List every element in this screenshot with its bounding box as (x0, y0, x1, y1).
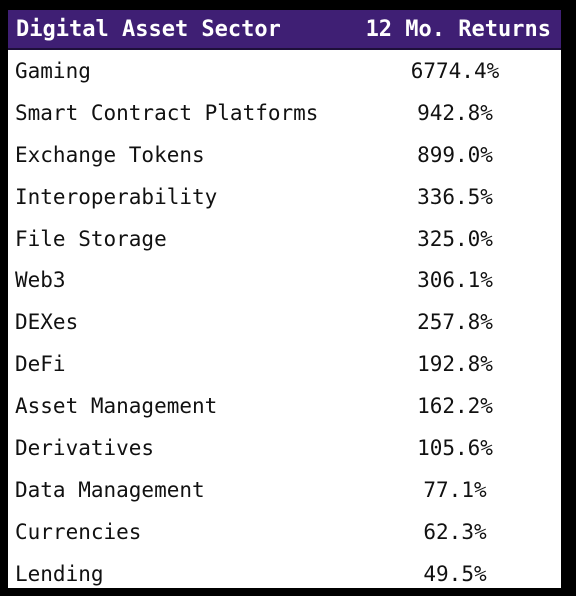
table-row: Asset Management 162.2% (8, 385, 561, 427)
table-row: DEXes 257.8% (8, 301, 561, 343)
sector-return: 77.1% (423, 477, 487, 502)
sector-return: 6774.4% (410, 58, 500, 83)
table-row: Exchange Tokens 899.0% (8, 134, 561, 176)
table-body: Gaming 6774.4% Smart Contract Platforms 942… (8, 50, 561, 588)
table-row: Derivatives 105.6% (8, 427, 561, 469)
sector-name: Data Management (15, 477, 205, 502)
sector-name: DeFi (15, 352, 66, 377)
table-row: File Storage 325.0% (8, 218, 561, 260)
header-returns: 12 Mo. Returns (365, 16, 551, 42)
returns-table: Digital Asset Sector 12 Mo. Returns Gami… (6, 8, 563, 590)
sector-return: 49.5% (423, 561, 487, 586)
sector-name: Lending (15, 561, 104, 586)
sector-return: 899.0% (417, 142, 493, 167)
table-row: Smart Contract Platforms 942.8% (8, 92, 561, 134)
sector-name: Derivatives (15, 435, 155, 460)
sector-return: 336.5% (417, 184, 493, 209)
sector-name: Interoperability (15, 184, 218, 209)
sector-name: Gaming (15, 58, 91, 83)
sector-name: Smart Contract Platforms (15, 100, 319, 125)
header-sector: Digital Asset Sector (16, 16, 281, 42)
table-row: DeFi 192.8% (8, 343, 561, 385)
sector-name: Exchange Tokens (15, 142, 205, 167)
table-row: Data Management 77.1% (8, 469, 561, 511)
sector-return: 105.6% (417, 435, 493, 460)
table-row: Lending 49.5% (8, 553, 561, 588)
sector-return: 306.1% (417, 268, 493, 293)
table-row: Gaming 6774.4% (8, 50, 561, 92)
sector-return: 325.0% (417, 226, 493, 251)
table-header: Digital Asset Sector 12 Mo. Returns (8, 10, 561, 50)
sector-return: 257.8% (417, 310, 493, 335)
sector-name: File Storage (15, 226, 167, 251)
sector-name: Asset Management (15, 394, 218, 419)
table-row: Currencies 62.3% (8, 511, 561, 553)
sector-return: 942.8% (417, 100, 493, 125)
sector-return: 62.3% (423, 519, 487, 544)
table-row: Interoperability 336.5% (8, 176, 561, 218)
sector-name: Web3 (15, 268, 66, 293)
sector-name: DEXes (15, 310, 79, 335)
sector-name: Currencies (15, 519, 142, 544)
sector-return: 162.2% (417, 394, 493, 419)
sector-return: 192.8% (417, 352, 493, 377)
table-row: Web3 306.1% (8, 259, 561, 301)
